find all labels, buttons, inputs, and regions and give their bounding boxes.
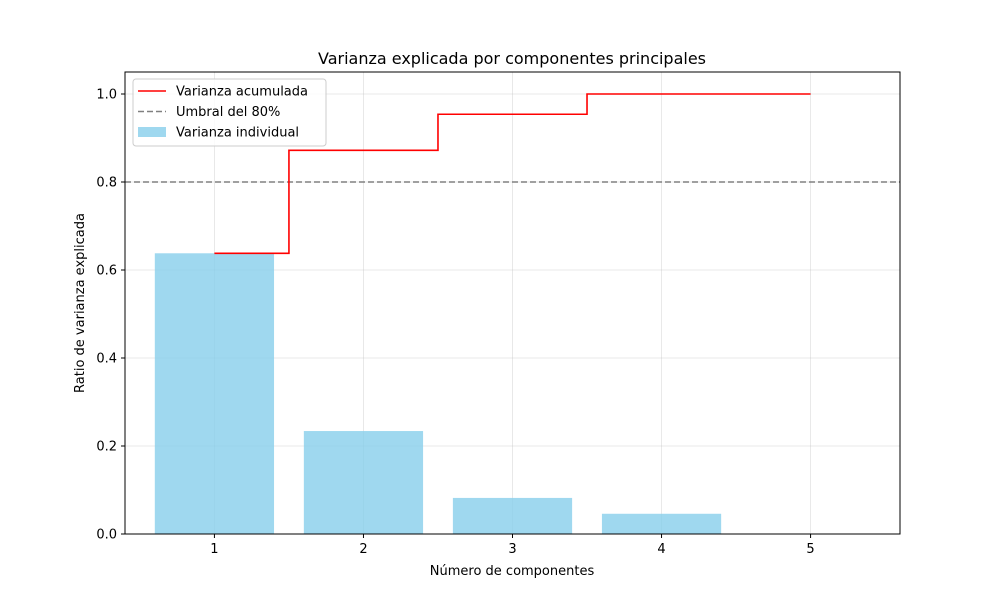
bar-component-3 [452, 497, 573, 534]
cumulative-series [214, 93, 811, 255]
legend-swatch-individual [138, 127, 166, 137]
x-axis-label: Número de componentes [430, 564, 595, 579]
x-axis-ticks: 1 2 3 4 5 [210, 534, 815, 557]
y-tick-label: 0.0 [96, 528, 117, 543]
y-tick-label: 1.0 [96, 88, 117, 103]
y-axis-label: Ratio de varianza explicada [73, 213, 88, 393]
x-tick-label: 1 [210, 542, 218, 557]
y-axis-ticks: 0.0 0.2 0.4 0.6 0.8 1.0 [96, 88, 125, 543]
legend-label: Varianza individual [176, 126, 299, 141]
y-tick-label: 0.6 [96, 264, 117, 279]
x-tick-label: 2 [359, 542, 367, 557]
legend-box [132, 78, 327, 147]
bar-component-2 [303, 431, 424, 534]
x-tick-label: 3 [508, 542, 516, 557]
bar-component-4 [601, 513, 722, 534]
y-tick-label: 0.8 [96, 176, 117, 191]
legend: Varianza acumulada Umbral del 80% Varianza… [132, 78, 327, 147]
x-tick-label: 5 [806, 542, 814, 557]
legend-label: Varianza acumulada [176, 85, 308, 100]
x-tick-label: 4 [657, 542, 665, 557]
bar-series [154, 253, 722, 534]
y-tick-label: 0.4 [96, 352, 117, 367]
y-tick-label: 0.2 [96, 440, 117, 455]
chart-title: Varianza explicada por componentes princ… [318, 49, 706, 68]
bar-component-1 [154, 253, 275, 534]
cumulative-variance-line [214, 93, 811, 255]
legend-label: Umbral del 80% [176, 105, 280, 120]
